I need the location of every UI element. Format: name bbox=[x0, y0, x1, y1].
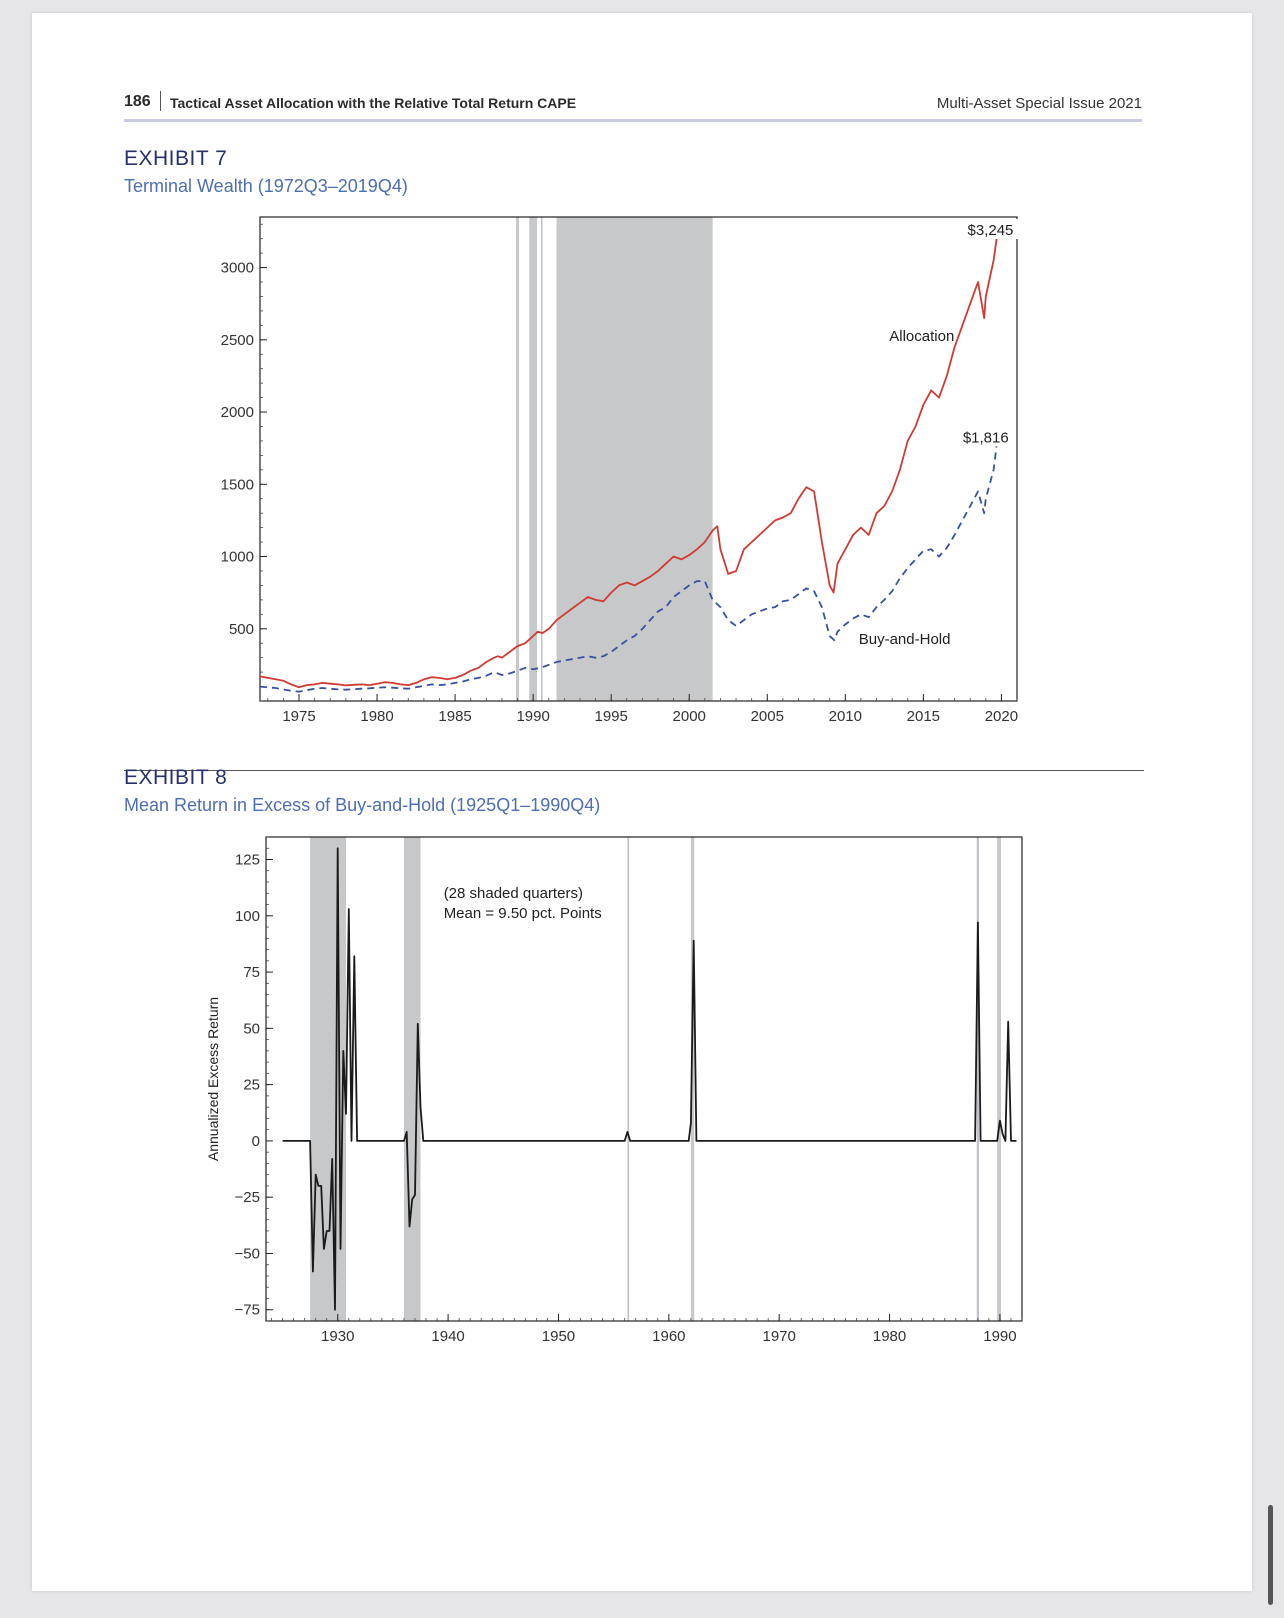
document-page: 186 Tactical Asset Allocation with the R… bbox=[32, 13, 1252, 1591]
y-tick-label: 100 bbox=[235, 908, 260, 925]
series-line-excess-return bbox=[282, 847, 1017, 1311]
exhibit8-title: Mean Return in Excess of Buy-and-Hold (1… bbox=[124, 795, 601, 815]
x-tick-label: 1975 bbox=[282, 708, 315, 725]
vertical-scrollbar[interactable] bbox=[1268, 1505, 1273, 1605]
x-tick-label: 2010 bbox=[829, 708, 862, 725]
shaded-period-1 bbox=[403, 837, 421, 1321]
x-tick-label: 1990 bbox=[516, 708, 549, 725]
shaded-quarters-annotation-line-1: Mean = 9.50 pct. Points bbox=[444, 905, 602, 922]
y-tick-label: 25 bbox=[243, 1077, 260, 1094]
page-number: 186 bbox=[124, 93, 151, 110]
exhibit7-label: EXHIBIT 7 bbox=[124, 147, 228, 170]
shaded-period-4 bbox=[976, 837, 979, 1321]
series-line-buy-and-hold bbox=[259, 438, 999, 693]
exhibit7-title: Terminal Wealth (1972Q3–2019Q4) bbox=[124, 176, 408, 196]
x-tick-label: 2000 bbox=[673, 708, 706, 725]
plot-frame bbox=[265, 836, 1023, 1322]
series-line-allocation bbox=[259, 232, 999, 689]
issue-label: Multi-Asset Special Issue 2021 bbox=[936, 95, 1142, 112]
shaded-period-3 bbox=[556, 217, 713, 701]
exhibit7-chart: 500 1000 1500 2000 2500 3000 1975 1980 1985 1990 1… bbox=[221, 216, 1019, 725]
x-tick-label: 2005 bbox=[751, 708, 784, 725]
annotation-background bbox=[962, 219, 1019, 240]
y-tick-label: 75 bbox=[243, 964, 260, 981]
x-tick-label: 1960 bbox=[652, 1328, 685, 1345]
x-tick-label: 1930 bbox=[321, 1328, 354, 1345]
y-tick-label: 125 bbox=[235, 852, 260, 869]
y-tick-label: −50 bbox=[235, 1245, 260, 1262]
y-tick-label: 50 bbox=[243, 1020, 260, 1037]
shaded-period-5 bbox=[997, 837, 1002, 1321]
shaded-period-2 bbox=[627, 837, 630, 1321]
x-tick-label: 1970 bbox=[763, 1328, 796, 1345]
x-tick-label: 2015 bbox=[907, 708, 940, 725]
shaded-quarters-annotation-line-0: (28 shaded quarters) bbox=[444, 885, 583, 902]
y-tick-label: 2500 bbox=[221, 332, 254, 349]
x-tick-label: 1995 bbox=[594, 708, 627, 725]
x-tick-label: 1990 bbox=[983, 1328, 1016, 1345]
shaded-period-2 bbox=[540, 217, 543, 701]
y-tick-label: 500 bbox=[229, 621, 254, 638]
x-tick-label: 1950 bbox=[542, 1328, 575, 1345]
x-tick-label: 1980 bbox=[873, 1328, 906, 1345]
exhibit8-chart: −75 −50 −25 0 25 50 75 100 125 1930 1940 1950 1960 19… bbox=[205, 836, 1023, 1345]
shaded-period-1 bbox=[529, 217, 538, 701]
running-title: Tactical Asset Allocation with the Relat… bbox=[170, 95, 577, 111]
shaded-period-0 bbox=[515, 217, 520, 701]
header-separator bbox=[160, 91, 161, 111]
y-tick-label: 1000 bbox=[221, 549, 254, 566]
chart-annotation-2: $3,245 bbox=[968, 222, 1014, 239]
y-axis-label: Annualized Excess Return bbox=[205, 997, 221, 1161]
y-tick-label: 3000 bbox=[221, 260, 254, 277]
shaded-period-3 bbox=[690, 837, 695, 1321]
x-tick-label: 2020 bbox=[985, 708, 1018, 725]
y-tick-label: 1500 bbox=[221, 476, 254, 493]
running-header: 186 Tactical Asset Allocation with the R… bbox=[124, 79, 1142, 122]
x-tick-label: 1985 bbox=[438, 708, 471, 725]
y-tick-label: 2000 bbox=[221, 404, 254, 421]
x-tick-label: 1940 bbox=[431, 1328, 464, 1345]
chart-annotation-1: Buy-and-Hold bbox=[859, 631, 951, 648]
exhibit-divider bbox=[124, 770, 1144, 771]
x-tick-label: 1980 bbox=[360, 708, 393, 725]
chart-annotation-0: Allocation bbox=[889, 328, 954, 345]
y-tick-label: −75 bbox=[235, 1302, 260, 1319]
chart-annotation-3: $1,816 bbox=[963, 429, 1009, 446]
y-tick-label: −25 bbox=[235, 1189, 260, 1206]
y-tick-label: 0 bbox=[252, 1133, 260, 1150]
annotation-background bbox=[957, 426, 1014, 447]
plot-frame bbox=[259, 216, 1018, 702]
exhibit8-label: EXHIBIT 8 bbox=[124, 766, 228, 789]
